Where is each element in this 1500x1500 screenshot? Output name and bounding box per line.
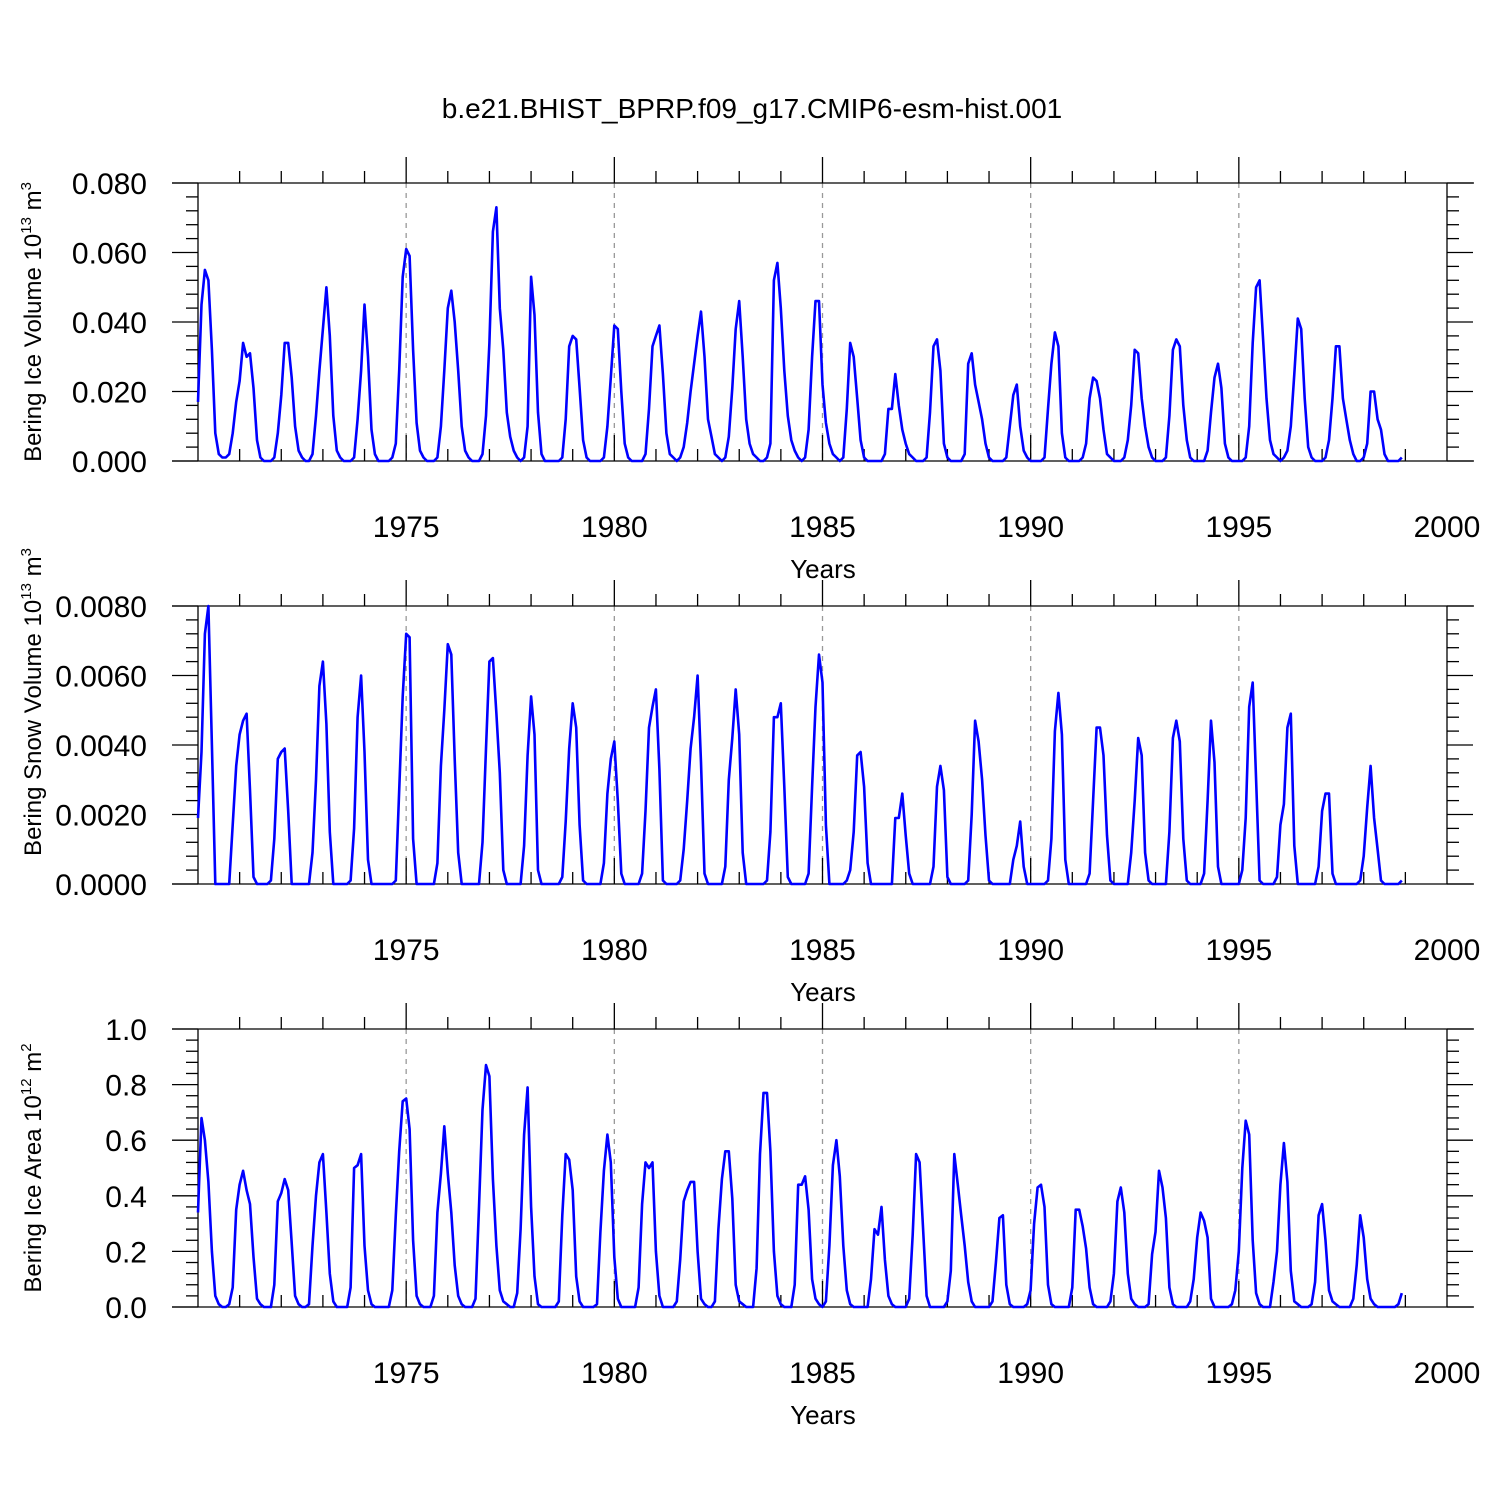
y-tick-label: 0.0060 [55, 661, 147, 694]
x-axis-title: Years [790, 554, 856, 584]
y-axis-title-group: Bering Snow Volume 1013 m3 [18, 548, 47, 856]
y-axis-title: Bering Ice Volume 1013 m3 [18, 182, 47, 462]
y-axis-unit-exponent: 13 [18, 217, 35, 234]
y-tick-label: 0.8 [105, 1070, 147, 1103]
y-axis-spacer [20, 210, 47, 217]
x-tick-label: 1990 [997, 511, 1064, 544]
y-tick-label: 0.020 [72, 377, 147, 410]
x-axis-title: Years [790, 977, 856, 1007]
series-line-snow_volume [196, 604, 1403, 886]
x-tick-label: 2000 [1414, 934, 1481, 967]
x-axis-title: Years [790, 1400, 856, 1430]
y-axis-unit-2: m [20, 190, 47, 210]
x-tick-label: 1975 [373, 511, 440, 544]
x-tick-label: 1990 [997, 934, 1064, 967]
x-tick-label: 1995 [1205, 511, 1272, 544]
x-tick-label: 1975 [373, 1357, 440, 1390]
y-axis-title-group: Bering Ice Area 1012 m2 [18, 1043, 47, 1292]
y-axis-unit: 10 [20, 600, 47, 627]
series-line-ice_volume [196, 206, 1403, 463]
y-axis-unit: 10 [20, 1095, 47, 1122]
y-axis-title-group: Bering Ice Volume 1013 m3 [18, 182, 47, 462]
x-tick-label: 1990 [997, 1357, 1064, 1390]
y-tick-label: 0.040 [72, 307, 147, 340]
panel-ice_area: 0.0 0.2 0.4 0.6 0.8 1.0 1975 1980 1985 1990 1995 20… [18, 1003, 1480, 1430]
x-tick-label: 1975 [373, 934, 440, 967]
y-tick-label: 0.0020 [55, 800, 147, 833]
y-axis-label-text: Bering Ice Volume [20, 260, 47, 461]
figure-title: b.e21.BHIST_BPRP.f09_g17.CMIP6-esm-hist.… [442, 93, 1062, 124]
y-axis-unit-2-exponent: 2 [18, 1043, 35, 1051]
x-tick-label: 1995 [1205, 1357, 1272, 1390]
x-tick-label: 1985 [789, 1357, 856, 1390]
y-axis-label-text: Bering Snow Volume [20, 626, 47, 855]
y-axis-unit-2-exponent: 3 [18, 548, 35, 556]
y-tick-label: 0.0080 [55, 591, 147, 624]
y-axis-spacer [20, 576, 47, 583]
y-axis-unit-2: m [20, 1052, 47, 1072]
y-axis-title: Bering Snow Volume 1013 m3 [18, 548, 47, 856]
y-axis-unit: 10 [20, 234, 47, 261]
y-axis-unit-2-exponent: 3 [18, 182, 35, 190]
x-tick-label: 1985 [789, 511, 856, 544]
y-tick-label: 0.0 [105, 1292, 147, 1325]
y-tick-label: 0.060 [72, 238, 147, 271]
y-axis-title: Bering Ice Area 1012 m2 [18, 1043, 47, 1292]
x-tick-label: 1985 [789, 934, 856, 967]
x-tick-label: 1980 [581, 934, 648, 967]
x-tick-label: 1980 [581, 1357, 648, 1390]
y-tick-label: 1.0 [105, 1014, 147, 1047]
x-tick-label: 2000 [1414, 511, 1481, 544]
y-tick-label: 0.080 [72, 168, 147, 201]
series-line-ice_area [196, 1063, 1404, 1309]
x-tick-label: 2000 [1414, 1357, 1481, 1390]
y-tick-label: 0.6 [105, 1125, 147, 1158]
y-axis-unit-exponent: 13 [18, 583, 35, 600]
panel-snow_volume: 0.0000 0.0020 0.0040 0.0060 0.0080 1975 1980 19… [18, 548, 1480, 1007]
y-tick-label: 0.000 [72, 446, 147, 479]
y-axis-unit-exponent: 12 [18, 1078, 35, 1095]
y-axis-unit-2: m [20, 556, 47, 576]
y-tick-label: 0.4 [105, 1181, 147, 1214]
x-tick-label: 1980 [581, 511, 648, 544]
y-tick-label: 0.0000 [55, 869, 147, 902]
x-tick-label: 1995 [1205, 934, 1272, 967]
panel-ice_volume: 0.000 0.020 0.040 0.060 0.080 1975 1980 1985 199… [18, 157, 1480, 584]
y-axis-spacer [20, 1072, 47, 1079]
y-axis-label-text: Bering Ice Area [20, 1122, 47, 1293]
y-tick-label: 0.0040 [55, 730, 147, 763]
panels: 0.000 0.020 0.040 0.060 0.080 1975 1980 1985 199… [18, 157, 1480, 1430]
y-tick-label: 0.2 [105, 1236, 147, 1269]
